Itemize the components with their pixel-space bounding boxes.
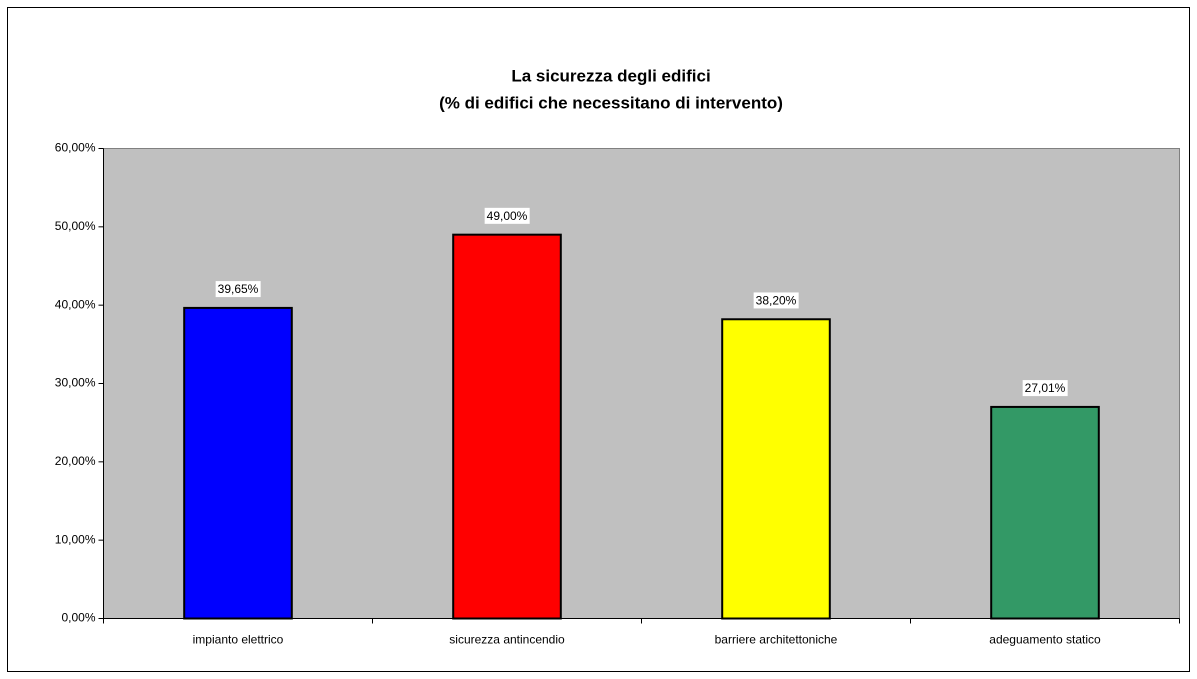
x-tick-label: adeguamento statico: [989, 633, 1101, 647]
y-tick-label: 40,00%: [55, 297, 96, 311]
x-tick-label: barriere architettoniche: [715, 633, 838, 647]
bar: [183, 306, 293, 620]
y-tick-label: 60,00%: [55, 141, 96, 155]
x-tick-label: impianto elettrico: [193, 633, 284, 647]
chart-title: La sicurezza degli edifici: [511, 66, 710, 85]
value-label-background: [753, 292, 799, 309]
bar: [721, 318, 831, 620]
x-tick-label: sicurezza antincendio: [449, 633, 565, 647]
chart-subtitle: (% di edifici che necessitano di interve…: [439, 93, 783, 112]
bar: [452, 233, 562, 620]
value-label: 39,65%: [218, 282, 259, 296]
value-label-background: [484, 207, 530, 224]
value-label: 38,20%: [756, 293, 797, 307]
y-tick-label: 30,00%: [55, 376, 96, 390]
value-label: 49,00%: [487, 209, 528, 223]
y-tick-label: 50,00%: [55, 219, 96, 233]
value-label-background: [215, 281, 261, 298]
bar: [990, 405, 1100, 620]
y-tick-label: 0,00%: [61, 611, 95, 625]
y-tick-label: 10,00%: [55, 532, 96, 546]
value-label: 27,01%: [1025, 381, 1066, 395]
y-tick-label: 20,00%: [55, 454, 96, 468]
value-label-background: [1022, 380, 1068, 397]
